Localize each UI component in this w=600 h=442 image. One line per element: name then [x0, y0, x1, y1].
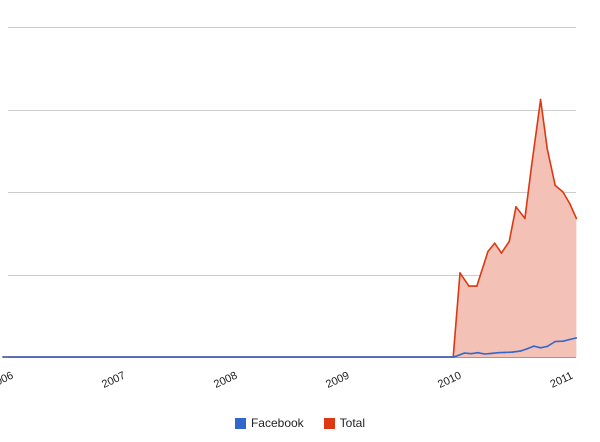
- x-tick-label-2010: 2010: [436, 370, 463, 391]
- legend-item-total[interactable]: Total: [323, 416, 366, 430]
- point-facebook-10: [504, 351, 506, 354]
- point-facebook-2: [455, 355, 458, 357]
- point-total-2: [459, 272, 461, 274]
- area-total: [3, 99, 577, 357]
- point-total-6: [493, 242, 496, 244]
- point-facebook-12: [519, 350, 522, 352]
- point-facebook-15: [539, 347, 542, 349]
- line-total: [3, 98, 578, 358]
- point-total-5: [487, 250, 489, 253]
- point-facebook-20: [575, 337, 578, 339]
- legend-swatch-total: [323, 417, 335, 429]
- point-facebook-5: [470, 352, 473, 355]
- point-facebook-17: [554, 340, 556, 343]
- point-facebook-14: [533, 345, 535, 347]
- legend-item-facebook[interactable]: Facebook: [234, 416, 304, 430]
- point-facebook-7: [483, 353, 486, 355]
- point-total-7: [500, 252, 503, 254]
- point-facebook-11: [511, 351, 514, 353]
- point-total-3: [468, 285, 470, 287]
- area-chart: 2006 2007 2008 2009 2010 2011: [0, 27, 578, 391]
- point-facebook-0: [2, 356, 4, 358]
- point-total-8: [508, 240, 511, 243]
- point-total-14: [554, 184, 556, 187]
- x-tick-label-2009: 2009: [324, 370, 351, 391]
- point-facebook-6: [477, 351, 479, 354]
- point-facebook-4: [463, 352, 466, 354]
- point-total-11: [530, 164, 533, 167]
- x-tick-label-2006: 2006: [0, 370, 15, 391]
- x-tick-label-2007: 2007: [100, 370, 127, 391]
- series-total: [2, 98, 578, 358]
- point-facebook-9: [497, 351, 499, 354]
- x-axis-ticks: 2006 2007 2008 2009 2010 2011: [0, 370, 575, 391]
- point-facebook-8: [490, 352, 493, 355]
- x-tick-label-2011: 2011: [548, 370, 575, 391]
- legend: Facebook Total: [0, 416, 600, 430]
- legend-label-facebook: Facebook: [250, 416, 304, 430]
- point-total-10: [524, 217, 526, 220]
- legend-swatch-facebook: [234, 417, 246, 429]
- point-total-4: [476, 285, 478, 287]
- point-facebook-1: [452, 356, 455, 358]
- point-total-17: [575, 217, 578, 220]
- point-total-16: [568, 202, 571, 205]
- legend-label-total: Total: [339, 416, 366, 430]
- point-facebook-13: [526, 348, 528, 350]
- x-tick-label-2008: 2008: [212, 370, 239, 391]
- point-facebook-19: [568, 338, 571, 341]
- point-facebook-16: [546, 345, 549, 348]
- point-total-9: [515, 206, 517, 208]
- series-facebook: [2, 337, 578, 358]
- point-facebook-18: [562, 340, 564, 343]
- point-total-13: [546, 148, 549, 150]
- point-total-12: [539, 98, 542, 101]
- point-total-15: [562, 191, 564, 193]
- point-facebook-3: [459, 353, 461, 356]
